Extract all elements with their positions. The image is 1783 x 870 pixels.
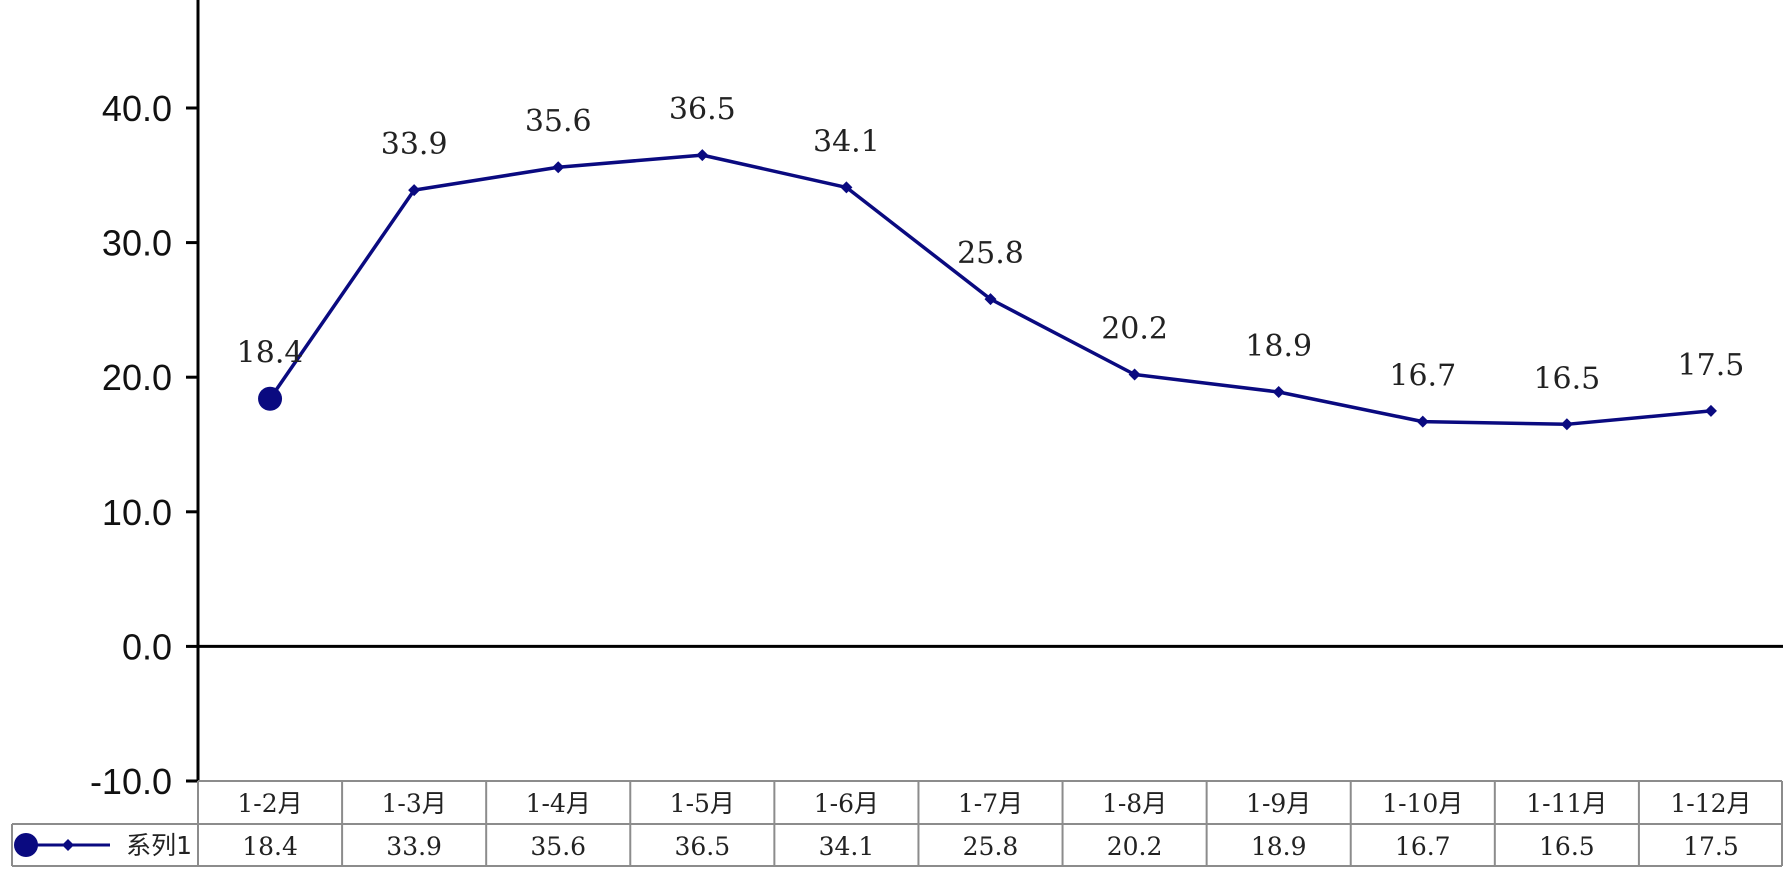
data-point: [1560, 418, 1573, 431]
table-value-cell: 18.9: [1251, 832, 1307, 861]
data-label: 35.6: [525, 104, 592, 139]
data-label: 16.5: [1533, 361, 1600, 396]
table-value-cell: 33.9: [386, 832, 442, 861]
table-category-cell: 1-4月: [526, 789, 591, 818]
table-category-cell: 1-3月: [382, 789, 447, 818]
y-tick-label: 10.0: [102, 492, 172, 533]
data-label: 20.2: [1101, 312, 1168, 347]
legend-series-name: 系列1: [126, 831, 192, 860]
data-label: 25.8: [957, 236, 1024, 271]
table-value-cell: 17.5: [1683, 832, 1739, 861]
data-table: 1-2月 1-3月 1-4月 1-5月 1-6月 1-7月 1-8月 1-9月 1-10月 1-1…: [11, 780, 1783, 867]
table-category-cell: 1-9月: [1246, 789, 1311, 818]
table-value-cell: 18.4: [242, 832, 298, 861]
data-label: 17.5: [1678, 348, 1745, 383]
table-category-cell: 1-6月: [814, 789, 879, 818]
y-tick-label: 30.0: [102, 223, 172, 264]
table-category-cell: 1-8月: [1102, 789, 1167, 818]
data-point-highlighted: [258, 386, 283, 411]
legend-marker: [62, 839, 74, 851]
data-point: [1272, 386, 1285, 399]
data-label: 34.1: [813, 124, 880, 159]
data-point: [408, 184, 421, 197]
table-category-cell: 1-10月: [1382, 789, 1463, 818]
table-category-cell: 1-5月: [670, 789, 735, 818]
table-category-cell: 1-7月: [958, 789, 1023, 818]
data-point: [1416, 415, 1429, 428]
table-value-cell: 20.2: [1107, 832, 1163, 861]
data-labels: 18.4 33.9 35.6 36.5 34.1 25.8 20.2 18.9 16.7 16.5…: [237, 92, 1745, 396]
series-line-group: [258, 149, 1717, 431]
y-tick-label: 0.0: [122, 626, 172, 667]
data-point: [552, 161, 565, 174]
table-value-cell: 16.7: [1395, 832, 1451, 861]
y-tick-label: -10.0: [90, 761, 172, 802]
data-label: 18.4: [237, 336, 304, 371]
legend-big-marker: [14, 833, 38, 857]
data-label: 16.7: [1389, 359, 1456, 394]
table-value-cell: 16.5: [1539, 832, 1595, 861]
data-label: 18.9: [1245, 329, 1312, 364]
table-value-cell: 36.5: [674, 832, 730, 861]
y-tick-label: 40.0: [102, 88, 172, 129]
data-point: [984, 293, 997, 306]
table-value-cell: 35.6: [530, 832, 586, 861]
table-category-cell: 1-11月: [1526, 789, 1607, 818]
table-category-cell: 1-2月: [237, 789, 302, 818]
table-category-cell: 1-12月: [1670, 789, 1751, 818]
data-point: [696, 149, 709, 162]
data-label: 36.5: [669, 92, 736, 127]
table-value-cell: 25.8: [963, 832, 1019, 861]
data-point: [1704, 404, 1717, 417]
table-value-cell: 34.1: [819, 832, 875, 861]
series-line: [268, 153, 1712, 427]
data-point: [1128, 368, 1141, 381]
data-label: 33.9: [381, 127, 448, 162]
y-tick-label: 20.0: [102, 357, 172, 398]
y-axis: -10.0 0.0 10.0 20.0 30.0 40.0: [90, 0, 1783, 802]
data-point: [840, 181, 853, 194]
